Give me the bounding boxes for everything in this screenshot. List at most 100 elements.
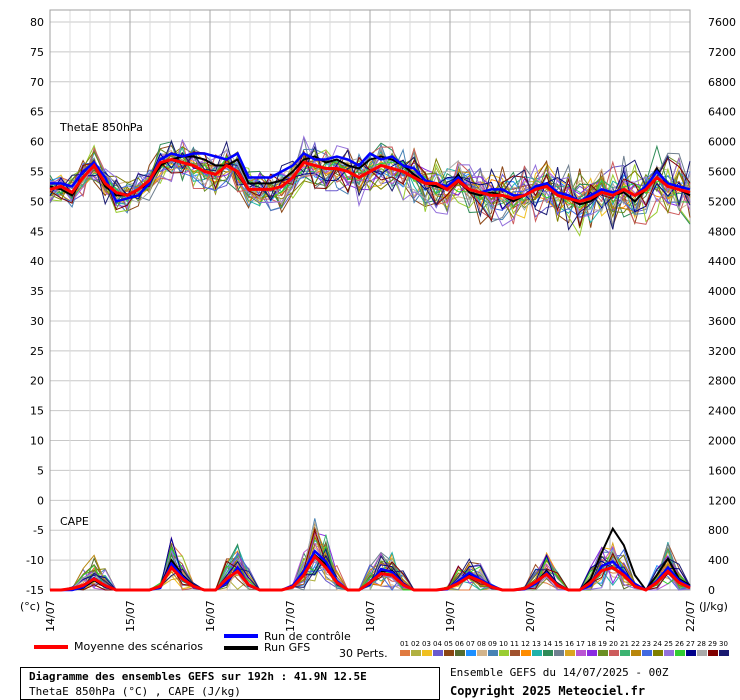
left-tick-label: 10 — [30, 435, 44, 448]
run-info: Ensemble GEFS du 14/07/2025 - 00Z — [450, 666, 669, 679]
pert-legend-number: 19 — [598, 640, 607, 648]
right-tick-label: 4400 — [708, 255, 736, 268]
left-tick-label: 15 — [30, 405, 44, 418]
left-tick-label: -15 — [26, 584, 44, 597]
left-tick-label: 35 — [30, 285, 44, 298]
legend-mean-label: Moyenne des scénarios — [74, 640, 203, 653]
pert-legend-swatch — [499, 650, 509, 656]
pert-legend-swatch — [466, 650, 476, 656]
pert-legend-swatch — [554, 650, 564, 656]
axis-ticks: 80757065605550454035302520151050-5-10-15… — [26, 16, 736, 632]
pert-legend-swatch — [455, 650, 465, 656]
pert-legend-number: 01 — [400, 640, 409, 648]
left-tick-label: 50 — [30, 195, 44, 208]
pert-legend-swatch — [642, 650, 652, 656]
pert-legend-swatch — [532, 650, 542, 656]
left-tick-label: 20 — [30, 375, 44, 388]
pert-legend-swatch — [400, 650, 410, 656]
x-tick-label: 19/07 — [444, 600, 457, 632]
pert-legend-swatch — [565, 650, 575, 656]
right-tick-label: 800 — [708, 524, 729, 537]
x-tick-label: 18/07 — [364, 600, 377, 632]
pert-legend-swatch — [664, 650, 674, 656]
pert-thetae-line — [49, 135, 691, 227]
pert-legend-swatch — [697, 650, 707, 656]
pert-legend-swatch — [433, 650, 443, 656]
right-tick-label: 4000 — [708, 285, 736, 298]
pert-legend-number: 13 — [532, 640, 541, 648]
pert-legend-swatch — [488, 650, 498, 656]
pert-legend-swatch — [598, 650, 608, 656]
right-tick-label: 7200 — [708, 46, 736, 59]
pert-legend-number: 14 — [543, 640, 552, 648]
pert-legend-number: 08 — [477, 640, 486, 648]
pert-legend-swatch — [543, 650, 553, 656]
right-tick-label: 4800 — [708, 225, 736, 238]
info-title: Diagramme des ensembles GEFS sur 192h : … — [29, 670, 367, 683]
legend-control-label: Run de contrôle — [264, 630, 351, 643]
legend-gfs-label: Run GFS — [264, 641, 311, 654]
right-tick-label: 5200 — [708, 195, 736, 208]
legend-perts-label: 30 Perts. — [339, 647, 388, 660]
mean-thetae-line — [49, 157, 691, 203]
left-tick-label: 5 — [37, 464, 44, 477]
left-tick-label: 25 — [30, 345, 44, 358]
pert-legend-number: 22 — [631, 640, 640, 648]
left-tick-label: 40 — [30, 255, 44, 268]
mean-cape-line — [50, 553, 691, 592]
pert-legend-number: 17 — [576, 640, 585, 648]
pert-legend-number: 25 — [664, 640, 673, 648]
left-tick-label: 75 — [30, 46, 44, 59]
right-tick-label: 3200 — [708, 345, 736, 358]
pert-thetae-line — [49, 141, 691, 225]
pert-legend-number: 16 — [565, 640, 574, 648]
pert-legend-swatch — [719, 650, 729, 656]
pert-legend-swatch — [675, 650, 685, 656]
pert-legend-number: 02 — [411, 640, 420, 648]
left-tick-label: 70 — [30, 76, 44, 89]
x-tick-label: 16/07 — [204, 600, 217, 632]
pert-thetae-line — [49, 148, 691, 214]
info-subtitle: ThetaE 850hPa (°C) , CAPE (J/kg) — [29, 685, 241, 698]
pert-legend-swatch — [521, 650, 531, 656]
left-unit-label: (°c) — [20, 600, 40, 613]
legend-mean-swatch — [34, 645, 68, 649]
x-tick-label: 15/07 — [124, 600, 137, 632]
pert-legend-swatch — [510, 650, 520, 656]
right-tick-label: 3600 — [708, 315, 736, 328]
left-tick-label: -5 — [33, 524, 44, 537]
pert-legend-number: 26 — [675, 640, 684, 648]
pert-legend-number: 09 — [488, 640, 497, 648]
right-tick-label: 6400 — [708, 106, 736, 119]
pert-legend-swatch — [708, 650, 718, 656]
x-tick-label: 17/07 — [284, 600, 297, 632]
right-tick-label: 7600 — [708, 16, 736, 29]
right-tick-label: 2800 — [708, 375, 736, 388]
right-tick-label: 5600 — [708, 165, 736, 178]
pert-legend-swatch — [576, 650, 586, 656]
left-tick-label: 45 — [30, 225, 44, 238]
right-tick-label: 400 — [708, 554, 729, 567]
pert-legend-number: 15 — [554, 640, 563, 648]
pert-legend-number: 28 — [697, 640, 706, 648]
left-tick-label: -10 — [26, 554, 44, 567]
pert-legend-swatch — [411, 650, 421, 656]
main-series-lines — [49, 151, 691, 592]
pert-legend-number: 05 — [444, 640, 453, 648]
pert-legend-swatch — [422, 650, 432, 656]
legend-gfs-swatch — [224, 646, 258, 650]
pert-legend-number: 06 — [455, 640, 464, 648]
thetae-panel-label: ThetaE 850hPa — [59, 121, 143, 134]
pert-legend-number: 23 — [642, 640, 651, 648]
pert-legend-number: 04 — [433, 640, 442, 648]
copyright: Copyright 2025 Meteociel.fr — [450, 684, 646, 698]
pert-legend-swatch — [587, 650, 597, 656]
pert-legend-number: 12 — [521, 640, 530, 648]
pert-legend-number: 03 — [422, 640, 431, 648]
pert-legend-swatch — [631, 650, 641, 656]
right-tick-label: 2400 — [708, 405, 736, 418]
pert-legend-swatch — [444, 650, 454, 656]
info-box: Diagramme des ensembles GEFS sur 192h : … — [20, 667, 440, 700]
pert-legend-swatch — [620, 650, 630, 656]
pert-legend-number: 27 — [686, 640, 695, 648]
